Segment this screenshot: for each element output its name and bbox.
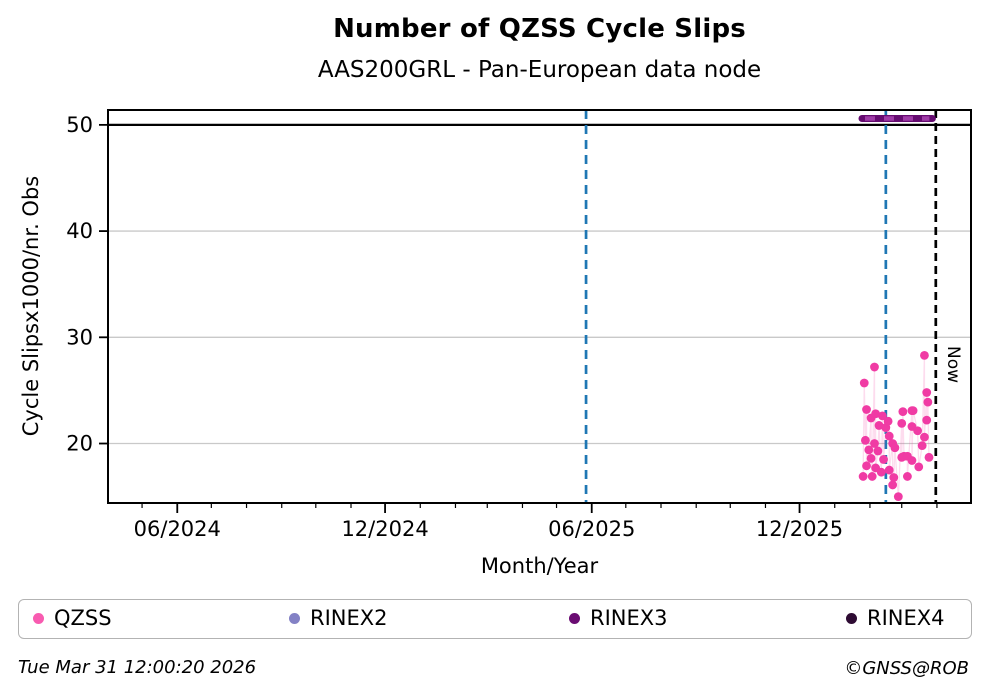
- legend-box: QZSS RINEX2 RINEX3 RINEX4: [18, 599, 972, 639]
- chart-subtitle: AAS200GRL - Pan-European data node: [317, 57, 762, 83]
- chart-title: Number of QZSS Cycle Slips: [333, 14, 746, 44]
- rinex2-marker-icon: [289, 613, 300, 624]
- legend-item-rinex4: RINEX4: [846, 600, 945, 637]
- legend-label: RINEX2: [310, 606, 388, 630]
- svg-text:30: 30: [66, 325, 93, 349]
- copyright-credit: ©GNSS@ROB: [844, 658, 969, 679]
- svg-text:50: 50: [66, 113, 93, 137]
- svg-text:12/2025: 12/2025: [756, 517, 843, 541]
- legend-item-rinex3: RINEX3: [569, 600, 668, 637]
- legend-label: RINEX4: [867, 606, 945, 630]
- svg-text:40: 40: [66, 219, 93, 243]
- plot-timestamp: Tue Mar 31 12:00:20 2026: [18, 657, 257, 678]
- svg-text:12/2024: 12/2024: [341, 517, 428, 541]
- legend-label: RINEX3: [590, 606, 668, 630]
- rinex3-marker-icon: [569, 613, 580, 624]
- legend-item-rinex2: RINEX2: [289, 600, 388, 637]
- rinex4-marker-icon: [846, 613, 857, 624]
- svg-text:Now: Now: [943, 346, 963, 383]
- legend-label: QZSS: [54, 606, 112, 630]
- x-axis-label: Month/Year: [480, 554, 599, 578]
- svg-text:06/2024: 06/2024: [134, 517, 221, 541]
- legend-item-qzss: QZSS: [33, 600, 112, 637]
- svg-text:20: 20: [66, 432, 93, 456]
- qzss-marker-icon: [33, 613, 44, 624]
- plot-area: 06/2024 12/2024 06/2025 12/2025 20 30 40 50 Now: [66, 109, 972, 541]
- svg-text:06/2025: 06/2025: [548, 517, 635, 541]
